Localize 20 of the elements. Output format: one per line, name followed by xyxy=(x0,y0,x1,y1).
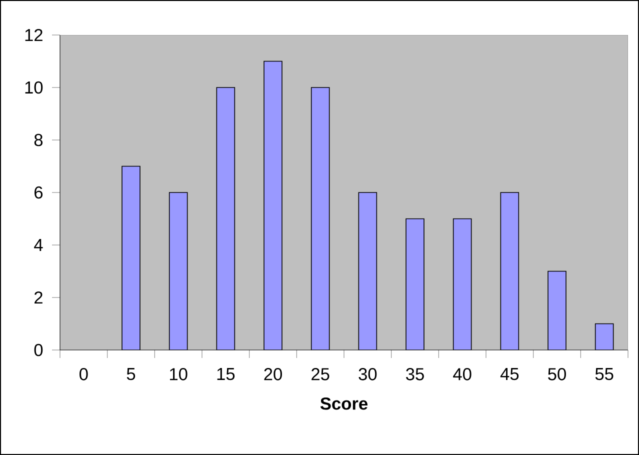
x-tick-label: 50 xyxy=(548,368,566,380)
x-tick-label: 55 xyxy=(595,368,614,380)
y-tick-label: 2 xyxy=(34,291,42,304)
y-tick-label: 6 xyxy=(34,186,43,199)
x-tick-label: 45 xyxy=(500,368,519,380)
y-tick-label: 10 xyxy=(25,81,43,94)
x-tick-label: 35 xyxy=(406,368,424,380)
x-tick-label: 25 xyxy=(312,368,330,380)
x-tick-label: 40 xyxy=(453,368,472,380)
y-tick-label: 4 xyxy=(34,239,43,251)
y-tick-label: 0 xyxy=(34,344,43,356)
x-tick-label: 0 xyxy=(80,368,88,380)
x-tick-label: 15 xyxy=(217,368,235,380)
x-tick-label: 5 xyxy=(126,368,136,380)
x-axis-title: Score xyxy=(320,397,368,410)
x-tick-label: 10 xyxy=(170,368,188,380)
x-tick-label: 30 xyxy=(358,368,377,380)
x-tick-label: 20 xyxy=(264,368,282,380)
y-tick-label: 12 xyxy=(25,28,42,42)
y-tick-label: 8 xyxy=(34,134,43,146)
